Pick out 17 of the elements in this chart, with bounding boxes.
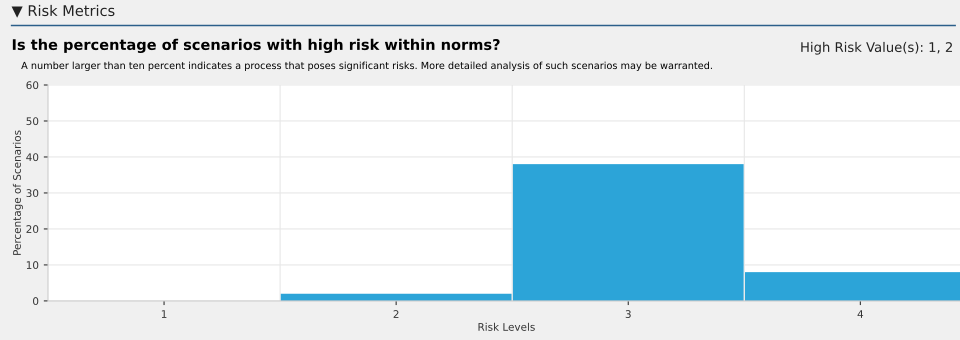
y-tick-label: 30	[26, 189, 38, 198]
y-tick-label: 20	[26, 225, 38, 234]
y-tick-label: 0	[33, 297, 38, 306]
y-axis-title: Percentage of Scenarios	[12, 130, 23, 255]
x-tick-label: 1	[162, 310, 166, 318]
chart-subtitle: A number larger than ten percent indicates a process that poses significant risks. More detailed analysis of such scenarios may be warranted.	[21, 62, 712, 72]
y-tick-label: 40	[26, 153, 38, 162]
y-tick-label: 60	[26, 81, 38, 90]
x-tick-label: 4	[858, 310, 864, 318]
x-tick-label: 3	[626, 310, 631, 318]
y-tick-label: 50	[26, 117, 38, 126]
text: High Risk Value(s): 1, 2	[801, 42, 952, 55]
text: ▼ Risk Metrics	[12, 4, 114, 18]
x-axis-title: Risk Levels	[478, 322, 535, 331]
chart-title: Is the percentage of scenarios with high risk within norms?	[12, 38, 500, 54]
y-tick-label: 10	[26, 261, 38, 270]
x-tick-label: 2	[394, 310, 398, 318]
